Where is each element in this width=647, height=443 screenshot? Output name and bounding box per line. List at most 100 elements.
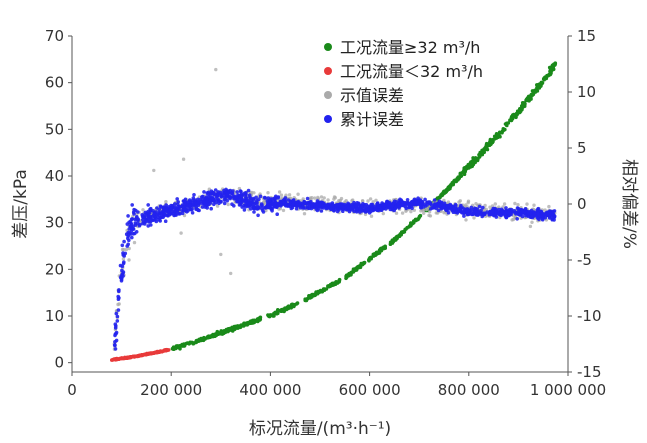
data-point — [133, 221, 138, 225]
data-point — [254, 195, 258, 200]
data-point — [204, 195, 209, 199]
data-point — [224, 193, 229, 198]
data-point — [286, 204, 291, 208]
legend-label: 工况流量≥32 m³/h — [340, 38, 480, 57]
data-point — [281, 208, 286, 213]
data-point — [225, 190, 229, 195]
data-point — [329, 203, 334, 208]
data-point — [357, 206, 362, 210]
data-point — [321, 204, 325, 209]
data-point — [383, 244, 388, 249]
data-point — [322, 196, 326, 200]
data-point — [418, 202, 423, 207]
data-point — [511, 113, 516, 118]
data-point — [113, 347, 118, 351]
data-point — [255, 317, 260, 322]
x-tick-label: 600 000 — [339, 381, 401, 399]
data-point — [337, 199, 341, 203]
data-point — [177, 345, 181, 349]
data-point — [542, 77, 546, 82]
data-point — [247, 203, 252, 208]
series-3 — [112, 187, 557, 351]
data-point — [127, 233, 131, 237]
data-point — [119, 356, 124, 361]
data-point — [500, 130, 504, 135]
data-point — [536, 206, 541, 211]
legend-marker — [324, 115, 332, 123]
data-point — [146, 203, 150, 207]
data-point — [137, 354, 141, 358]
data-point — [176, 200, 180, 204]
data-point — [452, 178, 457, 183]
data-point — [260, 203, 264, 208]
data-point — [304, 201, 308, 205]
data-point — [187, 341, 191, 346]
data-point — [121, 261, 126, 266]
data-point — [360, 204, 364, 209]
data-point — [319, 195, 324, 199]
data-point — [113, 340, 117, 344]
data-point — [120, 272, 125, 277]
data-point — [344, 276, 348, 281]
data-point — [243, 195, 248, 200]
data-point — [388, 207, 393, 212]
data-point — [291, 202, 295, 207]
data-point — [427, 210, 432, 214]
data-point — [436, 208, 441, 213]
y-left-tick-label: 30 — [45, 214, 64, 232]
data-point — [339, 196, 344, 201]
y-right-tick-label: 0 — [577, 195, 587, 213]
data-point — [248, 320, 252, 325]
y-left-tick-label: 40 — [45, 167, 64, 185]
data-point — [173, 202, 177, 206]
data-point — [409, 222, 414, 226]
data-point — [234, 325, 238, 330]
data-point — [472, 216, 476, 220]
data-point — [448, 184, 453, 188]
data-point — [326, 198, 330, 202]
data-point — [273, 201, 277, 206]
data-point — [394, 211, 399, 215]
data-point — [159, 349, 164, 354]
x-tick-label: 400 000 — [239, 381, 301, 399]
data-point — [482, 212, 487, 216]
data-point — [522, 210, 527, 214]
data-point — [246, 188, 251, 193]
data-point — [352, 200, 356, 205]
data-point — [213, 188, 218, 192]
data-point — [215, 194, 220, 198]
data-point — [276, 203, 280, 207]
data-point — [393, 236, 397, 241]
data-point — [133, 231, 137, 236]
data-point — [417, 214, 422, 219]
data-point — [208, 199, 212, 203]
data-point — [318, 288, 323, 293]
data-point — [371, 200, 375, 204]
data-point — [194, 207, 198, 211]
data-point — [252, 206, 256, 211]
data-point — [474, 207, 478, 211]
data-point — [324, 206, 329, 211]
data-point — [504, 215, 509, 219]
data-point — [114, 330, 119, 335]
data-point — [346, 201, 350, 206]
data-point — [181, 157, 186, 161]
data-point — [514, 112, 519, 117]
data-point — [440, 192, 444, 196]
data-point — [540, 81, 545, 85]
data-point — [267, 198, 272, 203]
y-right-tick-label: 15 — [577, 27, 596, 45]
data-point — [119, 279, 124, 283]
data-point — [244, 323, 248, 327]
data-point — [218, 190, 223, 195]
x-tick-label: 800 000 — [438, 381, 500, 399]
y-left-axis-title: 差压/kPa — [11, 169, 31, 238]
data-point — [456, 176, 461, 180]
data-point — [408, 203, 413, 207]
data-point — [286, 304, 291, 309]
data-point — [255, 206, 260, 211]
data-point — [226, 202, 230, 207]
data-point — [255, 200, 259, 205]
data-point — [439, 206, 444, 211]
data-point — [361, 202, 365, 206]
